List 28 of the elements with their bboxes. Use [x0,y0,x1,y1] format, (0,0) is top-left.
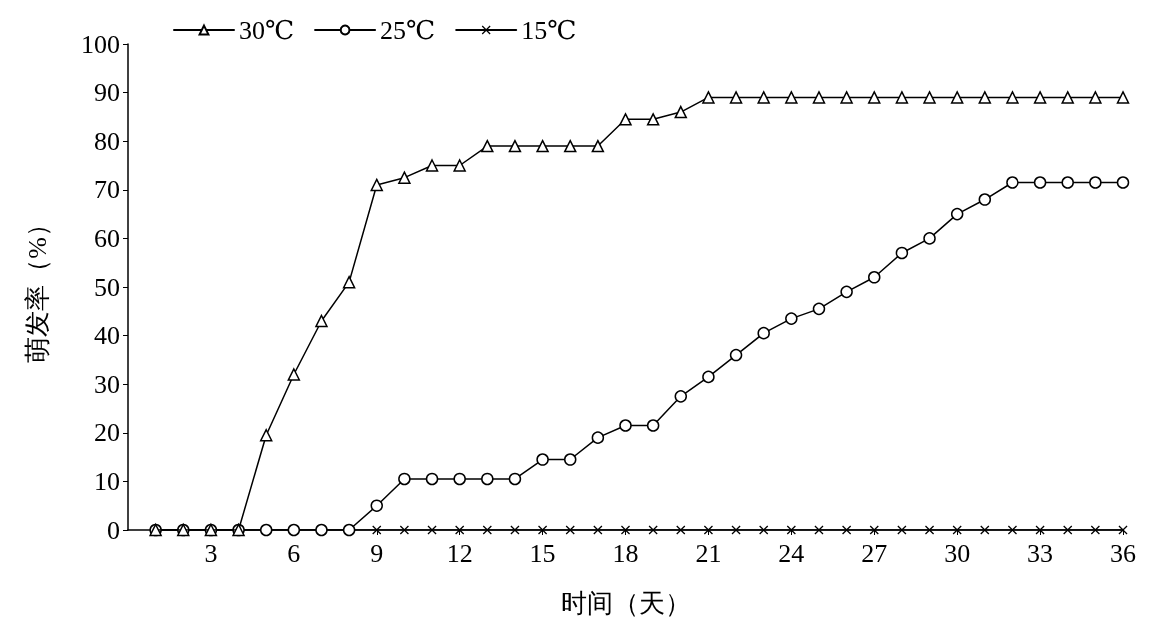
x-tick-label: 24 [778,538,805,568]
x-tick-label: 30 [944,538,971,568]
x-tick-label: 9 [370,538,384,568]
x-tick-label: 33 [1027,538,1054,568]
y-tick-label: 10 [94,466,120,496]
x-tick-label: 27 [861,538,888,568]
x-axis-title: 时间（天） [560,588,691,618]
y-tick-label: 90 [94,78,120,108]
x-tick-label: 15 [529,538,556,568]
x-tick-label: 18 [612,538,639,568]
legend-label: 30℃ [239,15,295,45]
y-tick-label: 0 [107,515,120,545]
y-axis-title: 萌发率（%） [22,211,52,363]
x-tick-label: 36 [1110,538,1136,568]
y-tick-label: 40 [94,321,120,351]
x-tick-label: 6 [287,538,301,568]
legend-label: 15℃ [521,15,577,45]
y-tick-label: 100 [81,29,120,59]
y-tick-label: 80 [94,126,120,156]
legend-label: 25℃ [380,15,436,45]
y-tick-label: 70 [94,175,120,205]
y-tick-label: 50 [94,272,120,302]
x-tick-label: 12 [446,538,473,568]
y-tick-label: 30 [94,369,120,399]
y-tick-label: 60 [94,223,120,253]
x-tick-label: 21 [695,538,722,568]
x-tick-label: 3 [204,538,218,568]
y-tick-label: 20 [94,418,120,448]
